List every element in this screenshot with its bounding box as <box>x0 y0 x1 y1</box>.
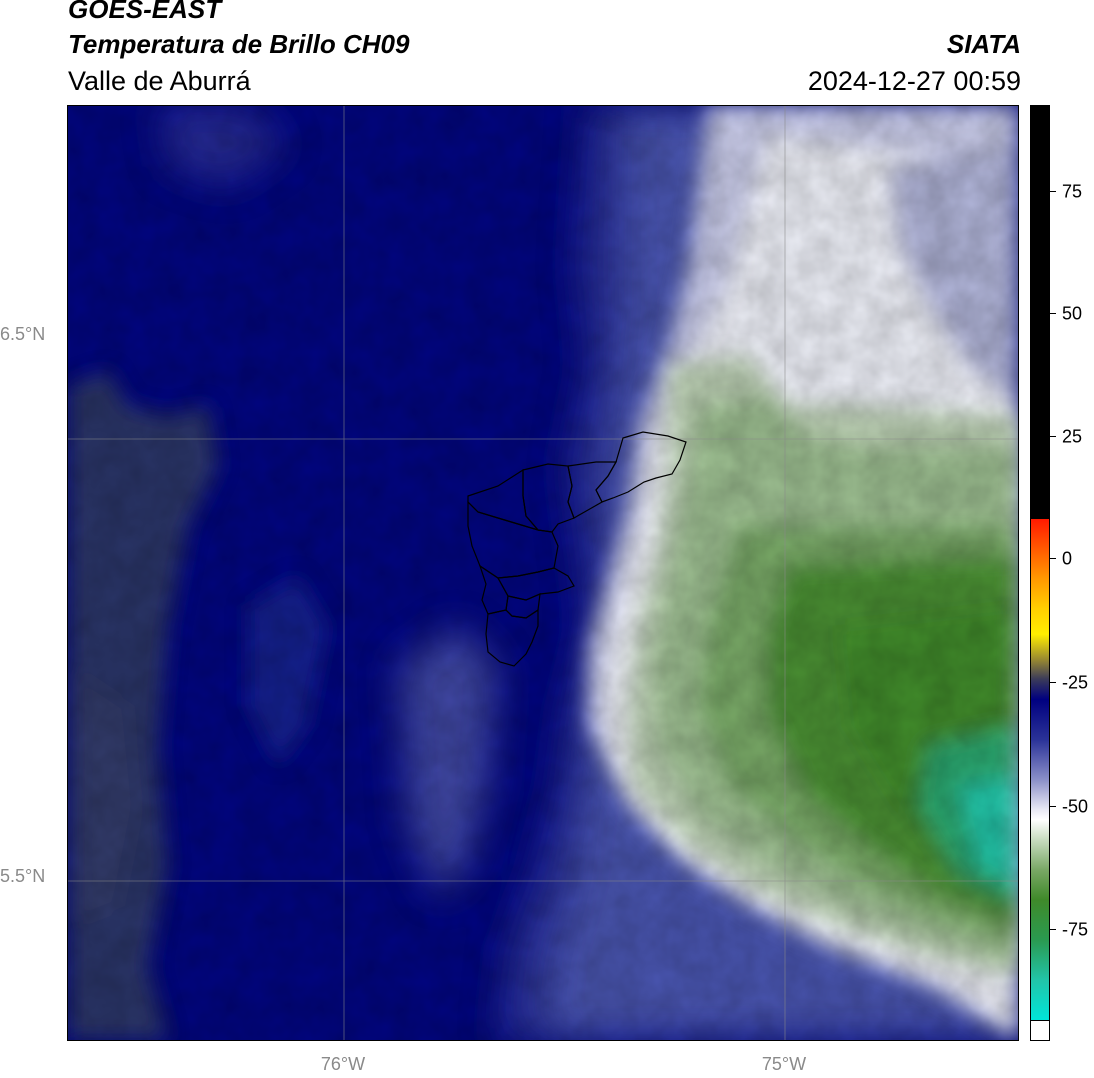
lon-label-75w: 75°W <box>761 1054 807 1074</box>
colorbar-label-minus-50: -50 <box>1062 796 1089 817</box>
colorbar-label-50: 50 <box>1062 303 1083 324</box>
colorbar-label-minus-25: -25 <box>1062 672 1089 693</box>
lat-label-5-5n: 5.5°N <box>0 866 46 886</box>
colorbar-label-75: 75 <box>1062 181 1083 202</box>
timestamp-label: 2024-12-27 00:59 <box>807 66 1021 96</box>
region-subtitle: Valle de Aburrá <box>68 66 251 96</box>
brightness-temperature-field <box>68 106 1018 1040</box>
colorbar-label-25: 25 <box>1062 426 1083 447</box>
map-panel <box>67 105 1019 1041</box>
colorbar-min-segment <box>1031 1020 1049 1040</box>
colorbar-tick <box>1050 558 1056 559</box>
graticule <box>68 106 1018 1040</box>
colorbar-label-minus-75: -75 <box>1062 919 1089 940</box>
field-texture <box>68 106 1018 1040</box>
lat-label-6-5n: 6.5°N <box>0 324 46 344</box>
colorbar-tick <box>1050 806 1056 807</box>
colorbar-tick <box>1050 682 1056 683</box>
municipal-boundaries <box>467 431 687 667</box>
municipality-outline <box>485 608 539 667</box>
lon-label-76w: 76°W <box>320 1054 366 1074</box>
organization-label: SIATA <box>946 29 1021 59</box>
temperature-colorbar <box>1030 105 1050 1041</box>
colorbar-tick <box>1050 436 1056 437</box>
colorbar-tick <box>1050 313 1056 314</box>
colorbar-warm-segment <box>1031 106 1049 519</box>
product-title: Temperatura de Brillo CH09 <box>68 29 410 59</box>
colorbar-label-0: 0 <box>1062 548 1073 569</box>
satellite-title: GOES-EAST <box>68 0 222 24</box>
colorbar-tick <box>1050 191 1056 192</box>
colorbar-tick <box>1050 929 1056 930</box>
colorbar-gradient-segment <box>1031 519 1049 1020</box>
